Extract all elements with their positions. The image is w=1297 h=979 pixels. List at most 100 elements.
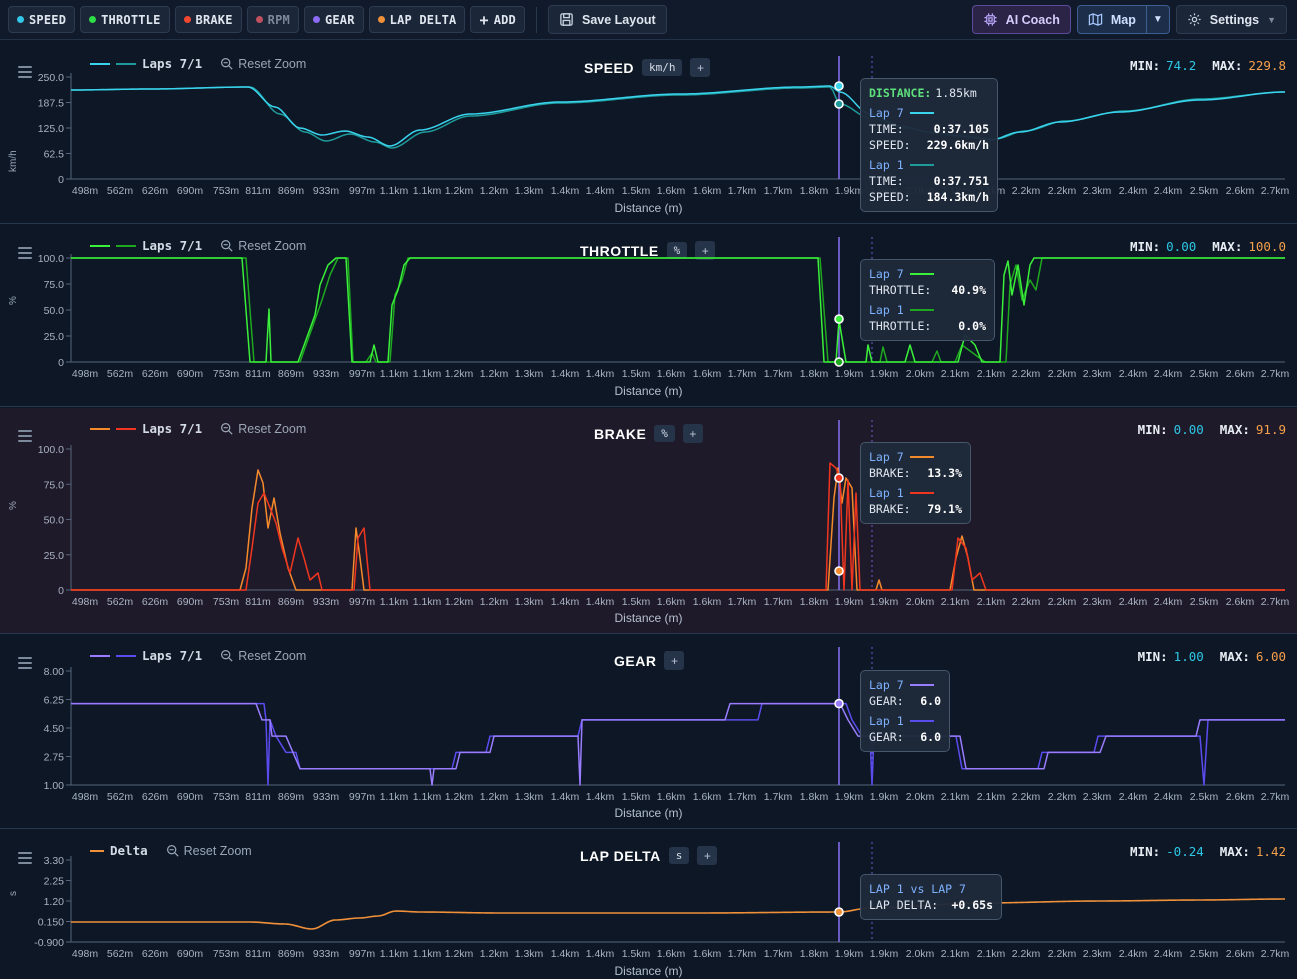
x-tick-label: 2.7km xyxy=(1261,596,1290,608)
hamburger-menu-icon[interactable] xyxy=(18,66,32,81)
delta-legend[interactable]: Delta Reset Zoom xyxy=(90,843,252,858)
x-tick-label: 498m xyxy=(72,948,99,960)
speed-legend[interactable]: Laps 7/1 Reset Zoom xyxy=(90,56,306,71)
add-series-button[interactable]: + xyxy=(682,424,703,443)
channel-chip-gear[interactable]: GEAR xyxy=(303,6,364,33)
x-tick-label: 997m xyxy=(349,185,376,197)
add-series-button[interactable]: + xyxy=(690,58,711,77)
channel-chip-speed[interactable]: SPEED xyxy=(8,6,76,33)
x-tick-label: 562m xyxy=(107,791,134,803)
panel-title: BRAKE xyxy=(594,425,647,442)
x-tick-label: 2.7km xyxy=(1261,185,1290,197)
x-tick-label: 933m xyxy=(313,791,340,803)
tooltip-lap-b: Lap 1 xyxy=(869,303,904,317)
tooltip-lap-b: Lap 1 xyxy=(869,158,904,172)
unit-chip[interactable]: s xyxy=(668,847,690,864)
x-axis-label: Distance (m) xyxy=(614,964,683,978)
tooltip-lap-a: Lap 7 xyxy=(869,450,904,464)
channel-chip-rpm[interactable]: RPM xyxy=(246,6,299,33)
reset-zoom-button[interactable]: Reset Zoom xyxy=(166,844,252,858)
settings-button[interactable]: Settings ▼ xyxy=(1175,5,1287,34)
max-label: MAX: xyxy=(1219,844,1250,859)
add-channel-button[interactable]: + ADD xyxy=(470,6,525,33)
x-tick-label: 2.2km xyxy=(1012,368,1041,380)
throttle-chart[interactable]: 100.0 75.0 50.0 25.0 0 498m 562m 626m 690m 753m 81… xyxy=(0,225,1297,407)
unit-chip[interactable]: % xyxy=(666,242,688,259)
x-tick-label: 498m xyxy=(72,368,99,380)
max-label: MAX: xyxy=(1212,239,1243,254)
reset-zoom-button[interactable]: Reset Zoom xyxy=(220,422,306,436)
x-tick-label: 1.1km xyxy=(380,596,409,608)
x-tick-label: 1.8km xyxy=(800,596,829,608)
x-tick-label: 2.2km xyxy=(1012,185,1041,197)
ai-coach-button[interactable]: AI Coach xyxy=(971,5,1071,34)
map-dropdown-button[interactable]: ▼ xyxy=(1146,5,1170,34)
x-tick-label: 1.2km xyxy=(445,185,474,197)
channel-chip-brake[interactable]: BRAKE xyxy=(174,6,242,33)
channel-chip-lap-delta[interactable]: LAP DELTA xyxy=(368,6,466,33)
x-tick-label: 690m xyxy=(177,368,204,380)
distance-value: 1.85km xyxy=(935,86,977,100)
reset-zoom-button[interactable]: Reset Zoom xyxy=(220,239,306,253)
hamburger-menu-icon[interactable] xyxy=(18,852,32,867)
brake-chart[interactable]: 100.0 75.0 50.0 25.0 0 498m 562m 626m 690m 753m 81… xyxy=(0,408,1297,634)
reset-zoom-label: Reset Zoom xyxy=(238,421,307,436)
legend-label: Delta xyxy=(110,843,148,858)
plus-icon: + xyxy=(479,10,489,29)
x-tick-label: 1.9km xyxy=(835,368,864,380)
hamburger-menu-icon[interactable] xyxy=(18,247,32,262)
unit-chip[interactable]: % xyxy=(654,425,675,442)
x-tick-label: 2.4km xyxy=(1119,185,1148,197)
lap-delta-label: LAP DELTA: xyxy=(869,898,939,912)
x-tick-label: 2.4km xyxy=(1154,185,1183,197)
x-tick-label: 1.3km xyxy=(515,948,544,960)
map-label: Map xyxy=(1110,12,1136,27)
x-tick-label: 1.9km xyxy=(870,791,899,803)
gear-panel: Laps 7/1 Reset Zoom GEAR + MIN: 1.00 MAX: 6… xyxy=(0,635,1297,829)
throttle-panel: Laps 7/1 Reset Zoom THROTTLE % + MIN: 0.0… xyxy=(0,225,1297,407)
x-tick-label: 1.6km xyxy=(693,948,722,960)
x-tick-label: 1.4km xyxy=(586,185,615,197)
add-series-button[interactable]: + xyxy=(697,846,718,865)
add-series-button[interactable]: + xyxy=(695,241,716,260)
x-tick-label: 997m xyxy=(349,948,376,960)
map-button[interactable]: Map xyxy=(1076,5,1147,34)
min-value: 0.00 xyxy=(1166,239,1197,254)
gear-chart[interactable]: 8.00 6.25 4.50 2.75 1.00 498m 562m 626m 690m 753m… xyxy=(0,635,1297,829)
throttle-legend[interactable]: Laps 7/1 Reset Zoom xyxy=(90,238,306,253)
y-tick-label: 50.0 xyxy=(44,515,65,527)
x-tick-label: 869m xyxy=(278,791,305,803)
brake-tooltip: Lap 7 BRAKE: 13.3% Lap 1 BRAKE: 79.1% xyxy=(860,442,971,524)
legend-label: Laps 7/1 xyxy=(142,648,203,663)
x-tick-label: 1.2km xyxy=(445,596,474,608)
add-series-button[interactable]: + xyxy=(664,651,685,670)
x-tick-label: 2.4km xyxy=(1119,368,1148,380)
x-tick-label: 869m xyxy=(278,185,305,197)
min-value: 74.2 xyxy=(1166,58,1197,73)
y-tick-label: 75.0 xyxy=(44,279,65,291)
reset-zoom-button[interactable]: Reset Zoom xyxy=(220,57,306,71)
gear-label: GEAR: xyxy=(869,694,904,708)
brake-panel: Laps 7/1 Reset Zoom BRAKE % + MIN: 0.00 MA… xyxy=(0,408,1297,634)
hamburger-menu-icon[interactable] xyxy=(18,657,32,672)
x-tick-label: 1.4km xyxy=(551,596,580,608)
channel-chip-throttle[interactable]: THROTTLE xyxy=(80,6,170,33)
speed-chart[interactable]: 250.0 187.5 125.0 62.5 0 498m 562m 626m 690m 753m… xyxy=(0,44,1297,224)
delta-title-group: LAP DELTA s + xyxy=(580,846,718,865)
x-tick-label: 1.2km xyxy=(480,185,509,197)
brake-legend[interactable]: Laps 7/1 Reset Zoom xyxy=(90,421,306,436)
unit-chip[interactable]: km/h xyxy=(641,59,683,76)
brake-lap1-marker xyxy=(834,473,844,483)
reset-zoom-label: Reset Zoom xyxy=(183,843,252,858)
hamburger-menu-icon[interactable] xyxy=(18,430,32,445)
save-layout-button[interactable]: Save Layout xyxy=(547,5,667,34)
gear-legend[interactable]: Laps 7/1 Reset Zoom xyxy=(90,648,306,663)
x-tick-label: 2.4km xyxy=(1154,791,1183,803)
chip-label: LAP DELTA xyxy=(389,12,457,27)
x-tick-label: 690m xyxy=(177,948,204,960)
reset-zoom-button[interactable]: Reset Zoom xyxy=(220,649,306,663)
x-tick-label: 2.3km xyxy=(1083,368,1112,380)
x-tick-label: 2.5km xyxy=(1190,948,1219,960)
x-axis-label: Distance (m) xyxy=(614,806,683,820)
delta-chart[interactable]: 3.30 2.25 1.20 0.150 -0.900 498m 562m 626m 690m 7… xyxy=(0,830,1297,979)
